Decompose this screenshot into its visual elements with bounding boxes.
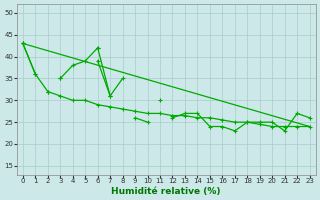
X-axis label: Humidité relative (%): Humidité relative (%) — [111, 187, 221, 196]
